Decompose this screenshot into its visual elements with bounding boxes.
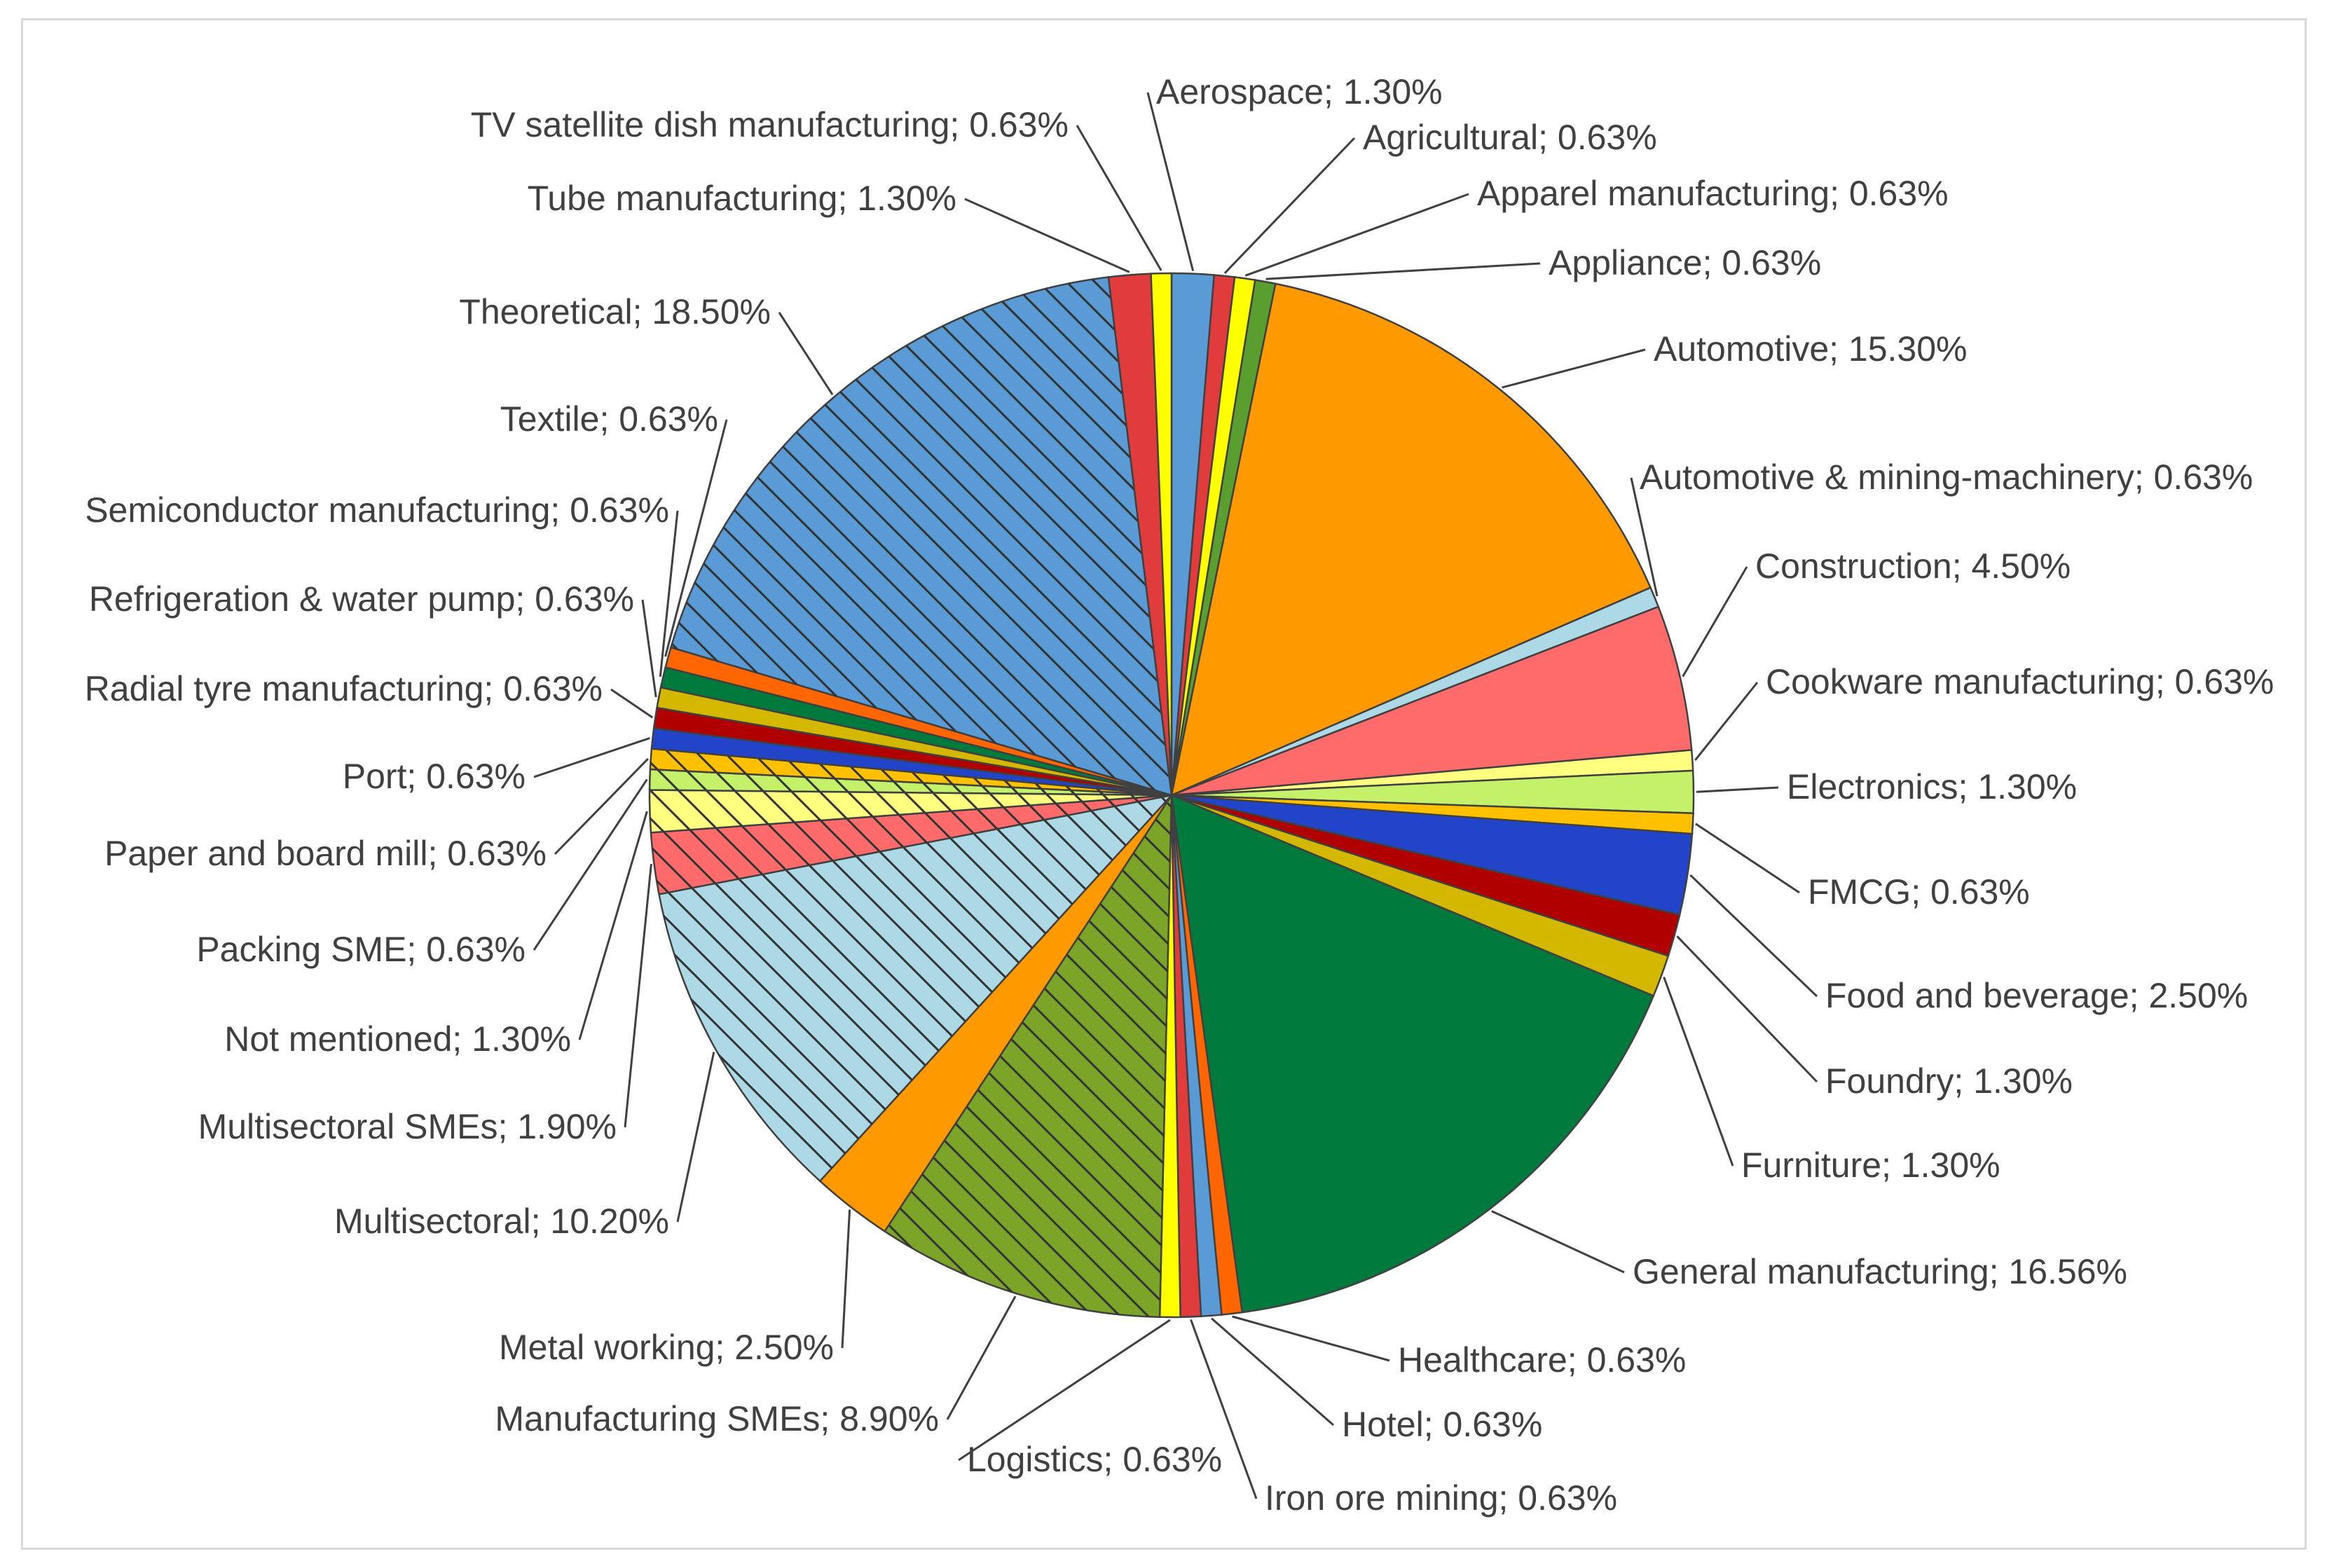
leader-line-cookware-manufacturing (1694, 682, 1759, 761)
data-label-electronics: Electronics; 1.30% (1787, 767, 2077, 806)
leader-line-food-and-beverage (1689, 874, 1818, 998)
pie-slice-tv-satellite-dish-manufacturing (1150, 272, 1173, 796)
data-label-foundry: Foundry; 1.30% (1825, 1061, 2073, 1101)
data-label-iron-ore-mining: Iron ore mining; 0.63% (1265, 1478, 1617, 1518)
data-label-agricultural: Agricultural; 0.63% (1363, 118, 1657, 157)
data-label-hotel: Hotel; 0.63% (1342, 1405, 1542, 1444)
data-label-radial-tyre-manufacturing: Radial tyre manufacturing; 0.63% (85, 669, 603, 708)
leader-line-paper-and-board-mill (554, 757, 649, 855)
pie-slice-hatch-multisectoral (659, 795, 1172, 1181)
data-label-apparel-manufacturing: Apparel manufacturing; 0.63% (1477, 174, 1949, 213)
leader-line-electronics (1696, 786, 1779, 793)
data-label-aerospace: Aerospace; 1.30% (1156, 72, 1443, 111)
data-label-fmcg: FMCG; 0.63% (1808, 872, 2030, 912)
leader-line-general-manufacturing (1491, 1210, 1625, 1274)
data-label-textile: Textile; 0.63% (500, 399, 718, 439)
data-label-not-mentioned: Not mentioned; 1.30% (224, 1019, 571, 1059)
leaders-layer (533, 92, 1818, 1499)
leader-line-hotel (1211, 1317, 1334, 1426)
leader-line-aerospace (1146, 92, 1195, 271)
data-label-port: Port; 0.63% (343, 757, 526, 796)
pie-slice-hatch-not-mentioned (650, 790, 1172, 833)
data-label-general-manufacturing: General manufacturing; 16.56% (1633, 1252, 2127, 1291)
data-label-appliance: Appliance; 0.63% (1549, 243, 1821, 282)
data-label-manufacturing-smes: Manufacturing SMEs; 8.90% (495, 1399, 939, 1438)
data-label-metal-working: Metal working; 2.50% (499, 1328, 834, 1367)
data-label-cookware-manufacturing: Cookware manufacturing; 0.63% (1766, 662, 2274, 701)
pie-slice-general-manufacturing (1170, 794, 1655, 1314)
data-label-tv-satellite-dish-manufacturing: TV satellite dish manufacturing; 0.63% (471, 105, 1069, 144)
leader-line-foundry (1676, 935, 1818, 1083)
leader-line-automotive-and-mining-machinery (1630, 477, 1659, 597)
data-label-tube-manufacturing: Tube manufacturing; 1.30% (528, 179, 956, 218)
data-label-semiconductor-manufacturing: Semiconductor manufacturing; 0.63% (85, 490, 669, 530)
leader-line-apparel-manufacturing (1244, 193, 1469, 277)
data-label-multisectoral-smes: Multisectoral SMEs; 1.90% (198, 1107, 617, 1146)
leader-line-appliance (1265, 262, 1541, 280)
leader-line-metal-working (841, 1209, 851, 1349)
labels-layer: Aerospace; 1.30% Agricultural; 0.63% Appar… (85, 72, 2274, 1518)
data-label-healthcare: Healthcare; 0.63% (1398, 1340, 1686, 1380)
leader-line-semiconductor-manufacturing (659, 510, 679, 678)
leader-line-textile (664, 419, 728, 657)
leader-line-tube-manufacturing (964, 198, 1130, 273)
leader-line-multisectoral-smes (624, 863, 652, 1128)
pie-slice-automotive (1170, 282, 1652, 797)
data-label-automotive: Automotive; 15.30% (1654, 329, 1968, 369)
slices-layer (648, 272, 1695, 1319)
pie-slice-construction (1171, 605, 1693, 797)
data-label-theoretical: Theoretical; 18.50% (459, 292, 771, 331)
data-label-furniture: Furniture; 1.30% (1741, 1146, 2000, 1185)
leader-line-construction (1682, 566, 1748, 678)
leader-line-logistics (958, 1319, 1171, 1462)
data-label-automotive-and-mining-machinery: Automotive & mining-machinery; 0.63% (1640, 458, 2253, 497)
data-label-packing-sme: Packing SME; 0.63% (196, 930, 526, 969)
leader-line-packing-sme (533, 778, 648, 951)
leader-line-manufacturing-smes (946, 1295, 1017, 1420)
leader-line-healthcare (1232, 1315, 1390, 1362)
leader-line-iron-ore-mining (1190, 1319, 1258, 1499)
data-label-multisectoral: Multisectoral; 10.20% (334, 1202, 669, 1241)
data-label-logistics: Logistics; 0.63% (967, 1440, 1222, 1479)
leader-line-tv-satellite-dish-manufacturing (1076, 125, 1162, 271)
leader-line-not-mentioned (578, 811, 648, 1040)
pie-slice-hatch-manufacturing-smes (884, 795, 1172, 1317)
data-label-refrigeration-and-water-pump: Refrigeration & water pump; 0.63% (89, 579, 634, 619)
leader-line-radial-tyre-manufacturing (610, 688, 654, 719)
leader-line-theoretical (778, 312, 834, 396)
data-label-paper-and-board-mill: Paper and board mill; 0.63% (104, 834, 547, 873)
data-label-construction: Construction; 4.50% (1755, 546, 2071, 586)
leader-line-automotive (1502, 348, 1646, 389)
data-label-food-and-beverage: Food and beverage; 2.50% (1825, 976, 2248, 1015)
leader-line-port (533, 737, 650, 778)
leader-line-furniture (1663, 976, 1734, 1167)
pie-slice-hatch-multisectoral-smes (650, 795, 1172, 895)
leader-line-multisectoral (676, 1052, 715, 1223)
leader-line-agricultural (1223, 137, 1356, 274)
pie-slice-hatch-theoretical (671, 277, 1172, 796)
leader-line-fmcg (1695, 823, 1800, 894)
leader-line-refrigeration-and-water-pump (641, 599, 657, 698)
